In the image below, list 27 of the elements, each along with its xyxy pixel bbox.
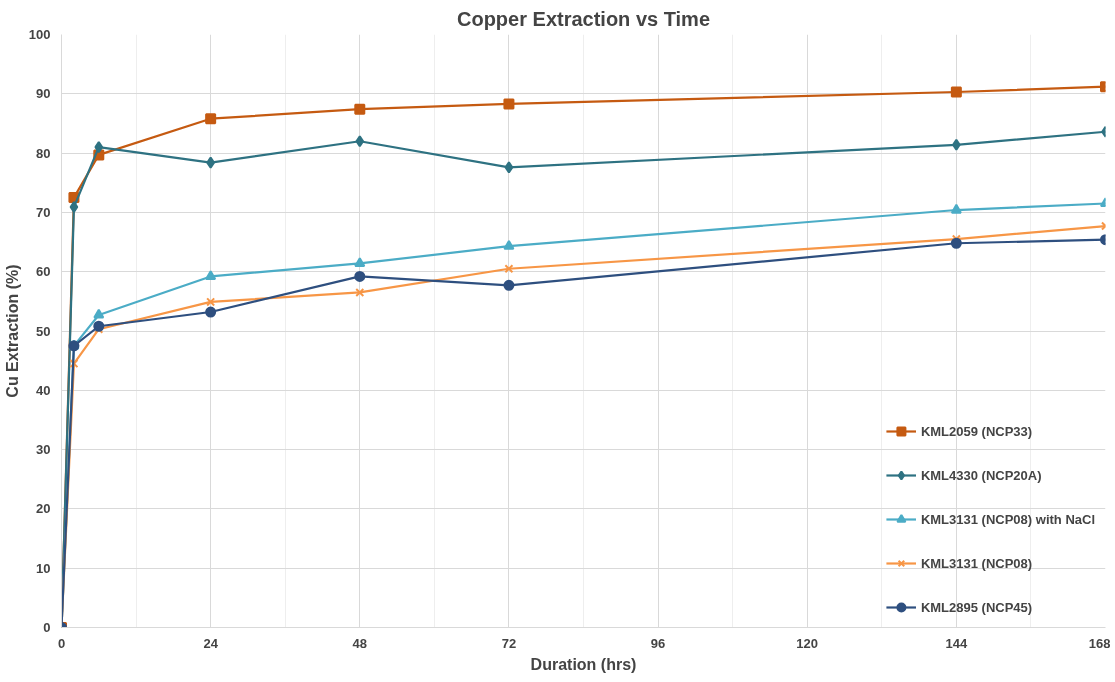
x-axis-title: Duration (hrs) bbox=[530, 655, 637, 673]
x-tick-label: 0 bbox=[57, 635, 66, 651]
y-tick-label: 70 bbox=[36, 204, 51, 220]
y-tick-label: 80 bbox=[36, 145, 51, 161]
y-tick-label: 30 bbox=[36, 442, 51, 458]
y-tick-label: 60 bbox=[36, 264, 51, 280]
x-tick-label: 168 bbox=[1088, 635, 1111, 651]
y-tick-label: 0 bbox=[43, 620, 51, 635]
y-tick-label: 20 bbox=[36, 501, 51, 517]
x-tick-label: 48 bbox=[352, 635, 368, 651]
chart-title: Copper Extraction vs Time bbox=[456, 7, 711, 30]
legend-label: KML3131 (NCP08) bbox=[920, 555, 1033, 571]
y-tick-label: 50 bbox=[36, 323, 51, 339]
legend-label: KML3131 (NCP08) with NaCl bbox=[920, 511, 1095, 527]
legend-label: KML2895 (NCP45) bbox=[920, 599, 1033, 615]
x-tick-label: 72 bbox=[501, 635, 517, 651]
y-axis-title: Cu Extraction (%) bbox=[3, 264, 21, 398]
y-tick-label: 40 bbox=[36, 382, 51, 398]
y-tick-label: 10 bbox=[36, 560, 51, 576]
x-tick-label: 120 bbox=[796, 635, 819, 651]
x-tick-label: 96 bbox=[650, 635, 666, 651]
legend-label: KML4330 (NCP20A) bbox=[920, 467, 1042, 483]
x-tick-label: 24 bbox=[203, 635, 219, 651]
legend-label: KML2059 (NCP33) bbox=[920, 423, 1033, 439]
x-tick-label: 144 bbox=[945, 635, 968, 651]
y-tick-label: 90 bbox=[36, 86, 51, 102]
y-tick-label: 100 bbox=[28, 27, 51, 42]
